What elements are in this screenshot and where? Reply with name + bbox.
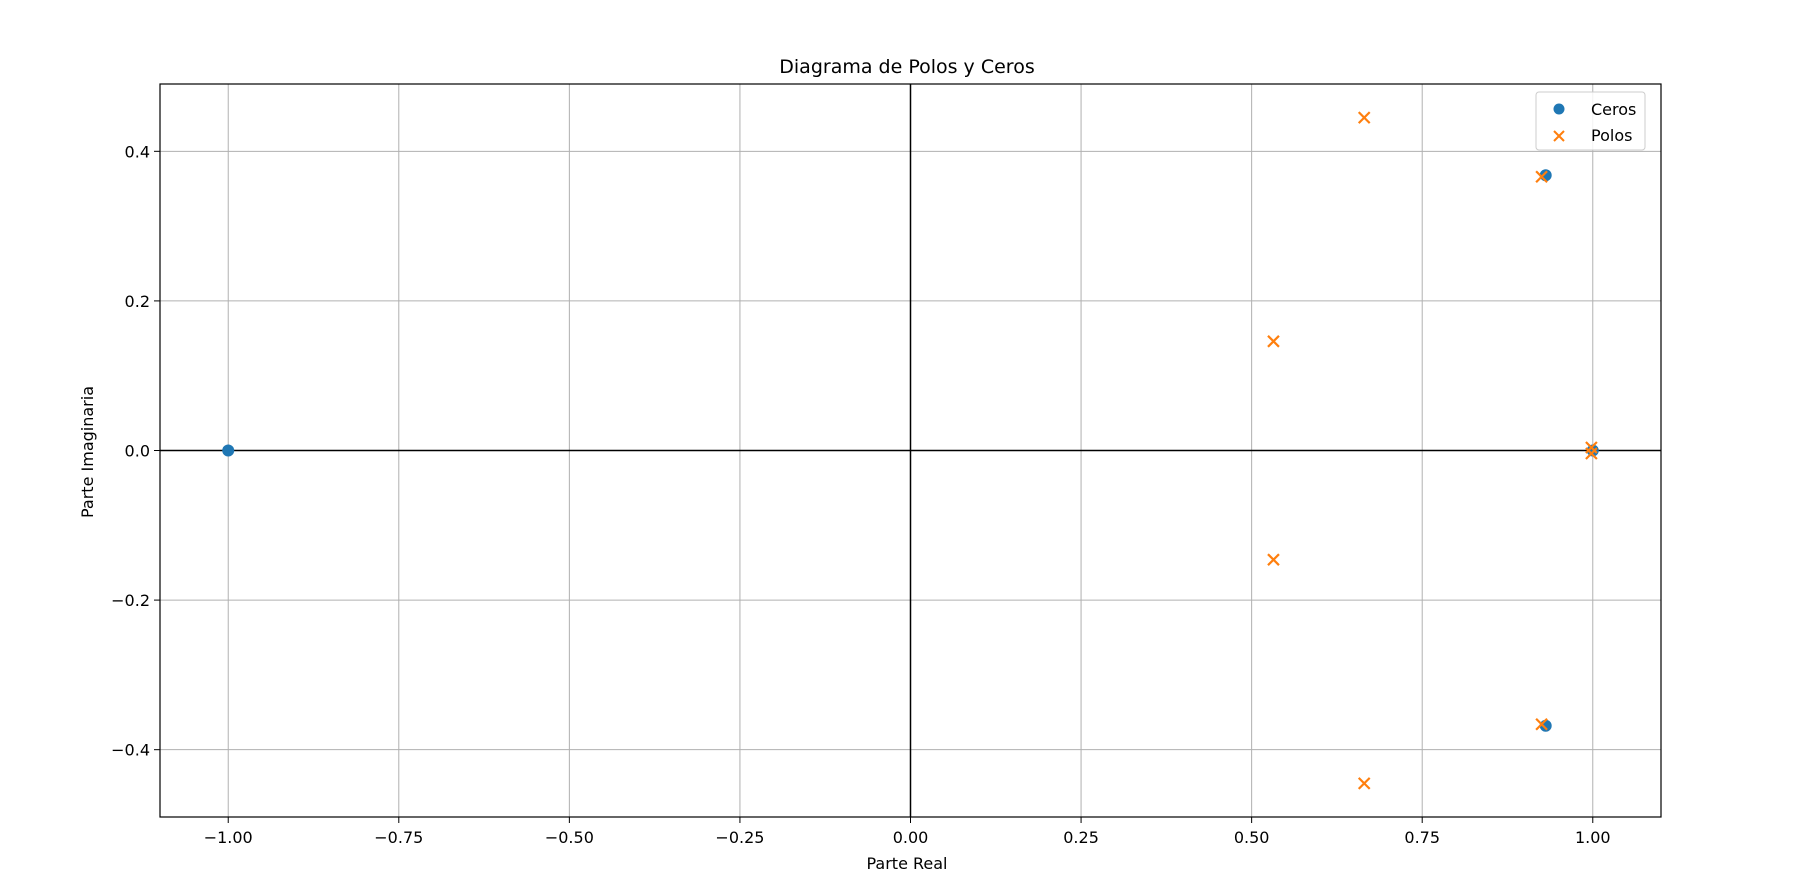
y-tick-label: 0.2 <box>125 292 150 311</box>
legend-polos-label: Polos <box>1591 126 1632 145</box>
pole-point <box>1267 335 1280 348</box>
y-tick-label: −0.4 <box>111 741 150 760</box>
x-tick-label: 1.00 <box>1575 828 1611 847</box>
pole-point <box>1357 111 1371 124</box>
legend: Ceros Polos <box>1535 91 1646 151</box>
pole-point <box>1267 553 1280 566</box>
zero-point <box>222 444 235 457</box>
x-tick-label: 0.75 <box>1404 828 1440 847</box>
pole-point <box>1535 717 1548 731</box>
zero-point <box>1586 444 1599 457</box>
y-tick-label: 0.0 <box>125 442 150 461</box>
x-tick-label: 0.25 <box>1063 828 1099 847</box>
x-axis-label: Parte Real <box>866 854 947 873</box>
x-tick-label: −1.00 <box>204 828 253 847</box>
y-tick-label: −0.2 <box>111 591 150 610</box>
legend-ceros-marker <box>1553 103 1565 115</box>
x-tick-label: 0.50 <box>1234 828 1270 847</box>
data-points <box>222 111 1599 790</box>
y-axis-label: Parte Imaginaria <box>78 386 97 518</box>
legend-ceros-label: Ceros <box>1591 100 1636 119</box>
x-tick-label: −0.75 <box>374 828 423 847</box>
y-tick-label: 0.4 <box>125 142 150 161</box>
x-tick-label: −0.50 <box>545 828 594 847</box>
pole-point <box>1535 170 1548 184</box>
x-tick-label: −0.25 <box>715 828 764 847</box>
chart-title: Diagrama de Polos y Ceros <box>779 56 1034 78</box>
ticks: −1.00 −0.75 −0.50 −0.25 0.00 0.25 0.50 0.75 1.00… <box>111 142 1610 847</box>
pole-point <box>1357 777 1371 790</box>
pole-point <box>1585 447 1598 460</box>
x-tick-label: 0.00 <box>893 828 929 847</box>
legend-polos-marker <box>1553 130 1565 142</box>
reference-lines <box>160 84 1661 817</box>
